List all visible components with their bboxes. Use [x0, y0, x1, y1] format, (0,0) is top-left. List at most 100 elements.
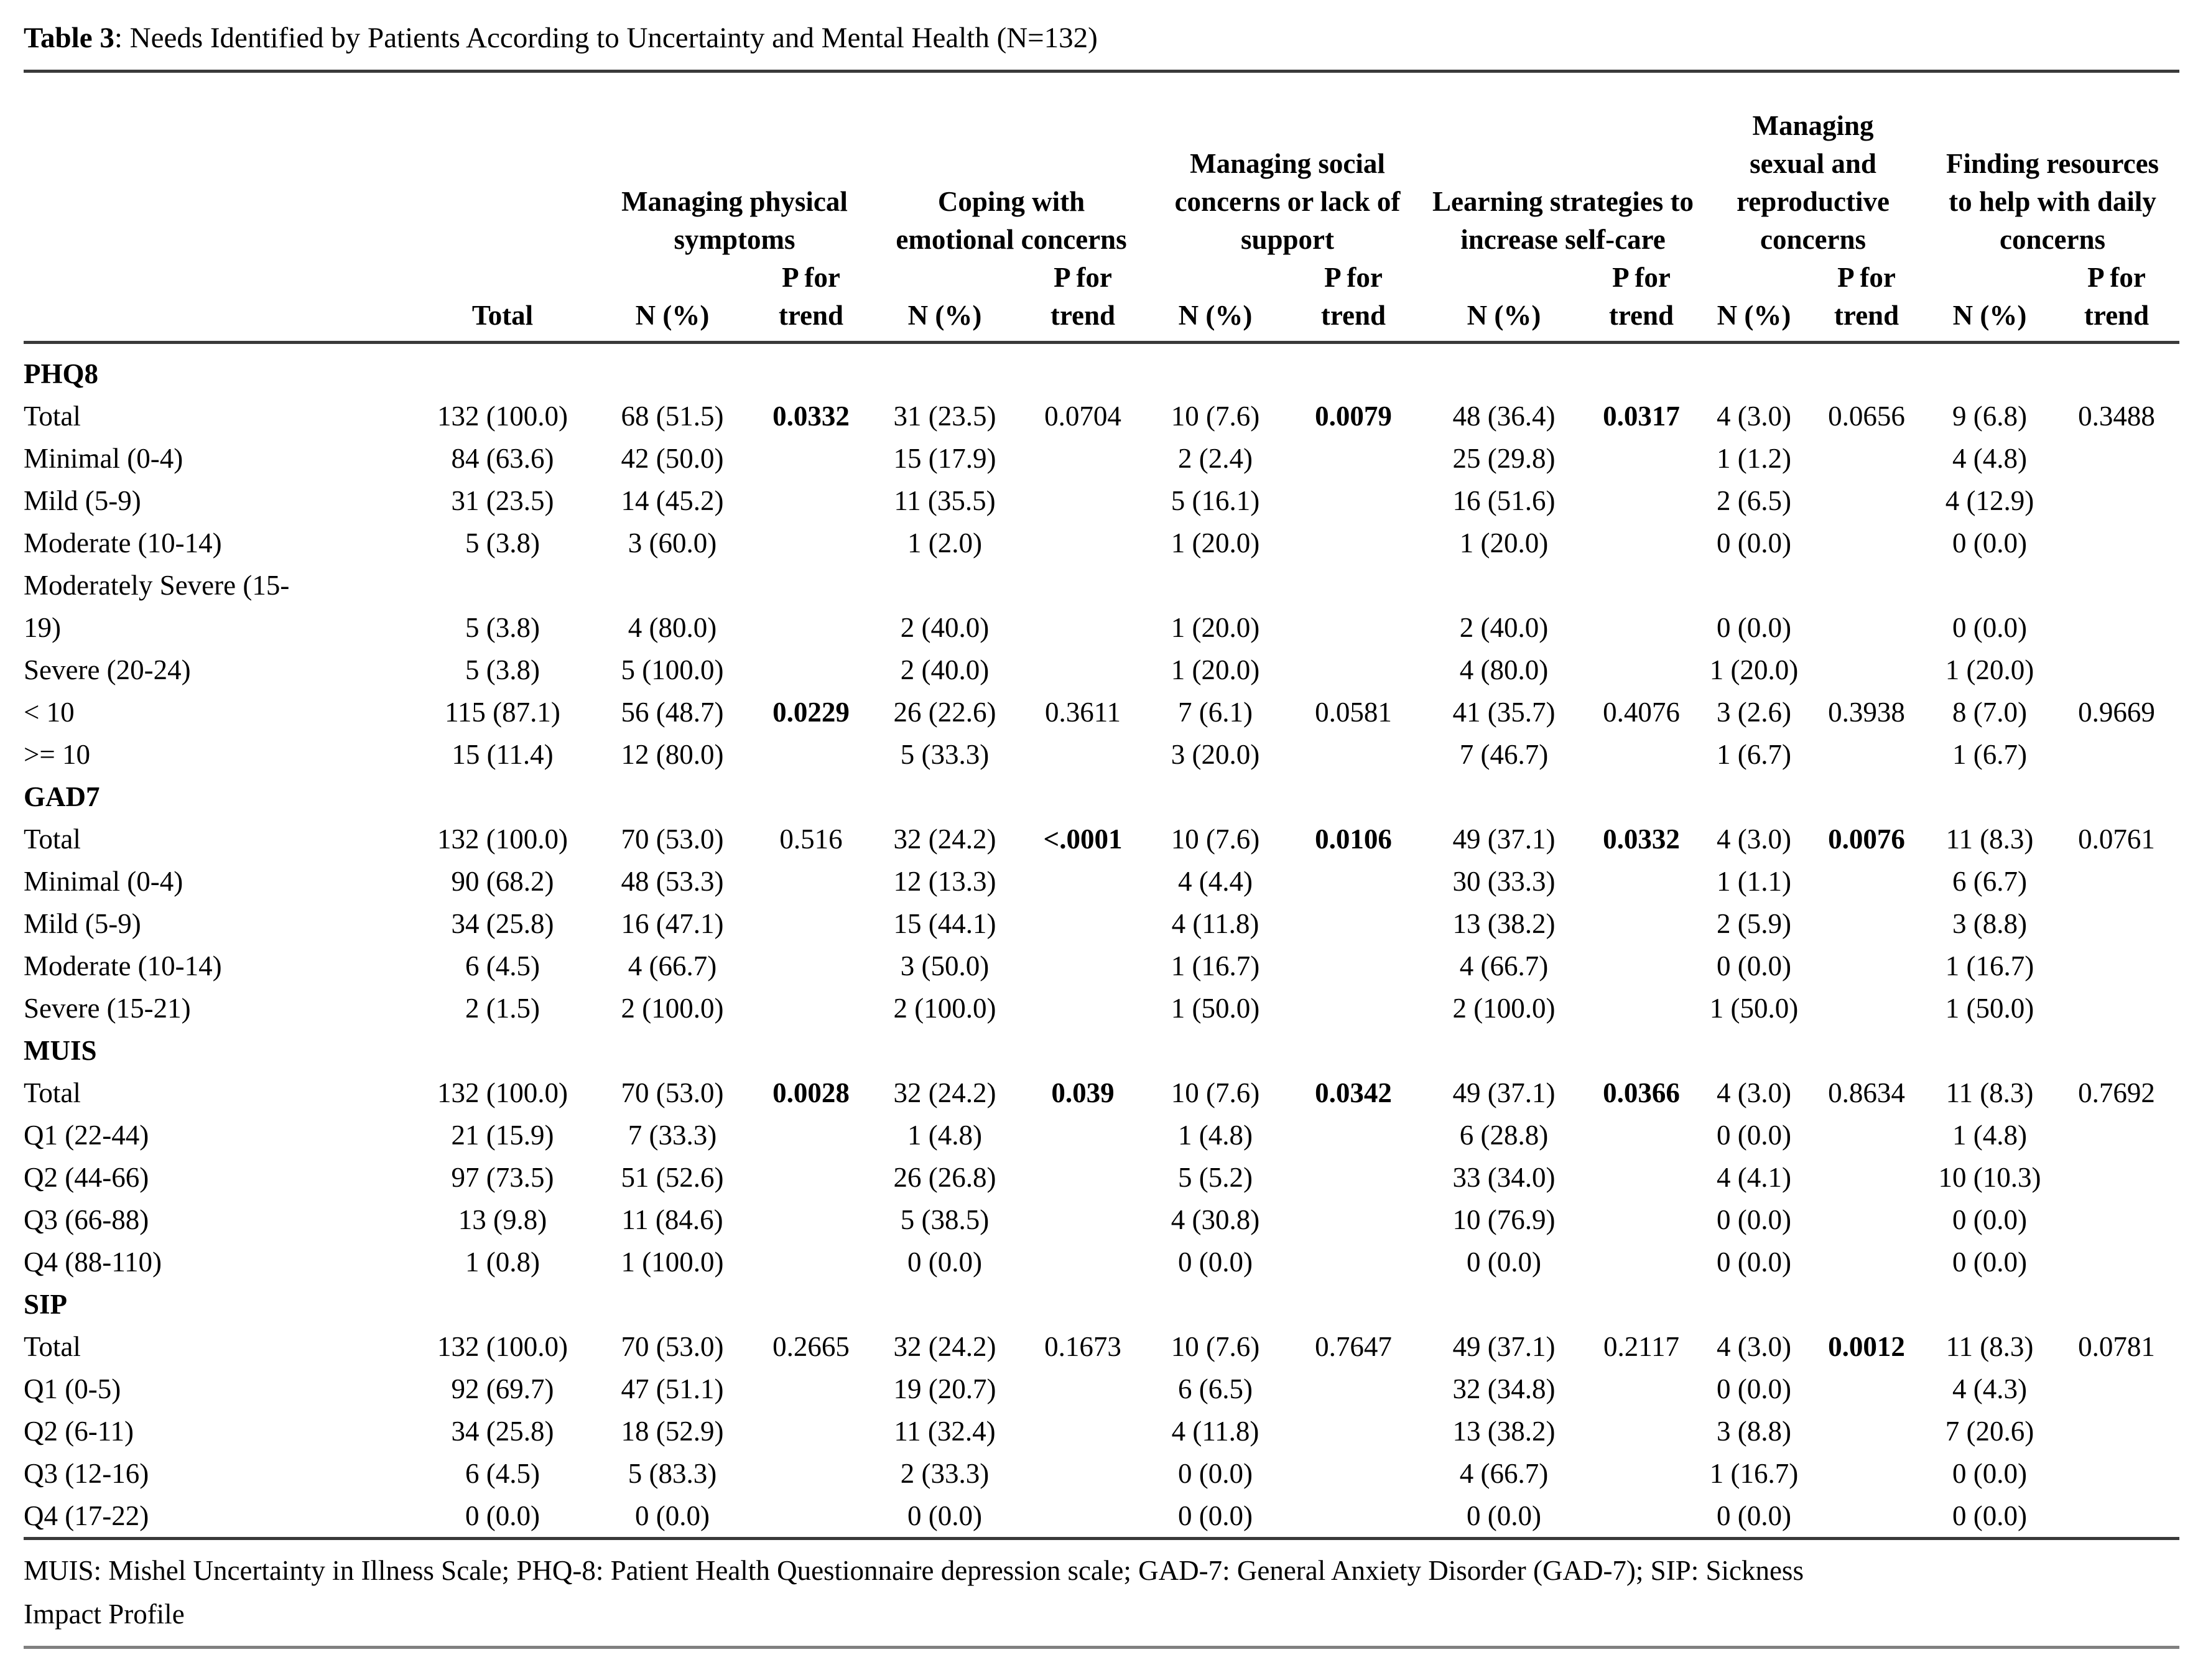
- cell: 42 (50.0): [621, 443, 724, 474]
- table-title: Table 3: Needs Identified by Patients Ac…: [24, 6, 2179, 73]
- cell: 90 (68.2): [451, 866, 554, 897]
- cell: 0.7692: [2078, 1077, 2155, 1108]
- cell: 12 (80.0): [621, 739, 724, 770]
- cell: 26 (22.6): [893, 697, 996, 728]
- table-row: Q1 (22-44) 21 (15.9) 7 (33.3) 1 (4.8) 1 (4.8…: [24, 1114, 2179, 1156]
- cell: [2054, 1368, 2179, 1410]
- table-row: < 10 115 (87.1) 56 (48.7) 0.0229 26 (22.6) 0.…: [24, 691, 2179, 733]
- row-label: < 10: [24, 697, 75, 728]
- cell: 4 (3.0): [1717, 824, 1791, 855]
- cell: 6 (6.7): [1952, 866, 2027, 897]
- table-row: Minimal (0-4) 90 (68.2) 48 (53.3) 12 (13.3)…: [24, 860, 2179, 903]
- cell: 1 (4.8): [1178, 1120, 1253, 1151]
- table-row: Moderately Severe (15- 19) 5 (3.8) 4 (80.0…: [24, 564, 2179, 649]
- section-row: GAD7: [24, 776, 2179, 818]
- cell: [2054, 1241, 2179, 1283]
- cell: [749, 437, 873, 480]
- cell: 0.0656: [1828, 401, 1905, 432]
- cell: 2 (2.4): [1178, 443, 1253, 474]
- p-trend-header: P for trend: [1016, 259, 1149, 344]
- table-row: Moderate (10-14) 5 (3.8) 3 (60.0) 1 (2.0) 1 …: [24, 522, 2179, 564]
- cell: [1281, 1452, 1426, 1495]
- cell: [1807, 1410, 1926, 1452]
- row-label: Severe (15-21): [24, 993, 191, 1024]
- n-pct-header: N (%): [1149, 259, 1281, 344]
- group-header-emotional: Coping with emotional concerns: [896, 186, 1127, 255]
- table-row: Q4 (17-22) 0 (0.0) 0 (0.0) 0 (0.0) 0 (0.0) 0 …: [24, 1495, 2179, 1539]
- cell: 4 (12.9): [1945, 485, 2034, 516]
- cell: [1016, 733, 1149, 776]
- cell: 0.0079: [1315, 401, 1392, 432]
- cell: 0.3938: [1828, 697, 1905, 728]
- table-body: PHQ8 Total 132 (100.0) 68 (51.5) 0.0332 31 (2…: [24, 343, 2179, 1539]
- cell: [1281, 1199, 1426, 1241]
- n-pct-header: N (%): [1926, 259, 2054, 344]
- cell: 6 (4.5): [465, 1458, 540, 1489]
- table-row: Minimal (0-4) 84 (63.6) 42 (50.0) 15 (17.9)…: [24, 437, 2179, 480]
- p-trend-header: P for trend: [1281, 259, 1426, 344]
- cell: 1 (16.7): [1171, 950, 1260, 982]
- cell: 0.3488: [2078, 401, 2155, 432]
- cell: [1582, 1495, 1700, 1539]
- cell: 0.0106: [1315, 824, 1392, 855]
- cell: 4 (4.4): [1178, 866, 1253, 897]
- cell: [2054, 649, 2179, 691]
- table-row: Total 132 (100.0) 68 (51.5) 0.0332 31 (23.5)…: [24, 395, 2179, 437]
- cell: 7 (33.3): [628, 1120, 717, 1151]
- n-pct-header: N (%): [873, 259, 1016, 344]
- cell: 47 (51.1): [621, 1373, 724, 1404]
- cell: 0.516: [779, 824, 843, 855]
- cell: [1582, 1241, 1700, 1283]
- cell: [2054, 733, 2179, 776]
- cell: [1807, 564, 1926, 649]
- table-row: Severe (20-24) 5 (3.8) 5 (100.0) 2 (40.0) 1 …: [24, 649, 2179, 691]
- cell: 5 (100.0): [621, 654, 724, 685]
- row-label: Minimal (0-4): [24, 866, 183, 897]
- group-header-selfcare: Learning strategies to increase self-car…: [1432, 186, 1694, 255]
- cell: 0 (0.0): [907, 1500, 982, 1531]
- cell: [1016, 437, 1149, 480]
- cell: 1 (20.0): [1171, 527, 1260, 559]
- cell: [1281, 903, 1426, 945]
- cell: 2 (33.3): [900, 1458, 990, 1489]
- cell: 0.0781: [2078, 1331, 2155, 1362]
- cell: 0.0581: [1315, 697, 1392, 728]
- cell: 21 (15.9): [451, 1120, 554, 1151]
- cell: [1281, 437, 1426, 480]
- row-label: Q2 (6-11): [24, 1416, 134, 1447]
- cell: [1281, 733, 1426, 776]
- cell: [1016, 987, 1149, 1029]
- cell: 56 (48.7): [621, 697, 724, 728]
- cell: [1807, 1241, 1926, 1283]
- cell: [2054, 860, 2179, 903]
- table-row: Q3 (66-88) 13 (9.8) 11 (84.6) 5 (38.5) 4 (30…: [24, 1199, 2179, 1241]
- cell: 11 (32.4): [894, 1416, 996, 1447]
- cell: [749, 1452, 873, 1495]
- cell: 1 (20.0): [1709, 654, 1799, 685]
- cell: [1807, 1156, 1926, 1199]
- cell: [1582, 564, 1700, 649]
- cell: 0 (0.0): [1467, 1500, 1541, 1531]
- group-header-sexual: Managing sexual and reproductive concern…: [1737, 110, 1890, 255]
- cell: 1 (4.8): [1952, 1120, 2027, 1151]
- total-column-header: Total: [409, 259, 596, 344]
- p-trend-header: P for trend: [749, 259, 873, 344]
- cell: 30 (33.3): [1452, 866, 1556, 897]
- cell: 0 (0.0): [1717, 950, 1791, 982]
- row-label: Q4 (88-110): [24, 1246, 162, 1278]
- row-label: Moderate (10-14): [24, 527, 222, 559]
- cell: 10 (10.3): [1938, 1162, 2041, 1193]
- cell: 4 (11.8): [1171, 1416, 1259, 1447]
- group-header-physical: Managing physical symptoms: [621, 186, 848, 255]
- cell: [1281, 1114, 1426, 1156]
- cell: [1582, 1410, 1700, 1452]
- cell: [1807, 1495, 1926, 1539]
- cell: 115 (87.1): [445, 697, 560, 728]
- cell: 1 (50.0): [1709, 993, 1799, 1024]
- cell: [1582, 522, 1700, 564]
- cell: [1016, 522, 1149, 564]
- cell: [1016, 1241, 1149, 1283]
- cell: 49 (37.1): [1452, 1077, 1556, 1108]
- cell: [2054, 480, 2179, 522]
- empty-header-cell: [24, 73, 409, 259]
